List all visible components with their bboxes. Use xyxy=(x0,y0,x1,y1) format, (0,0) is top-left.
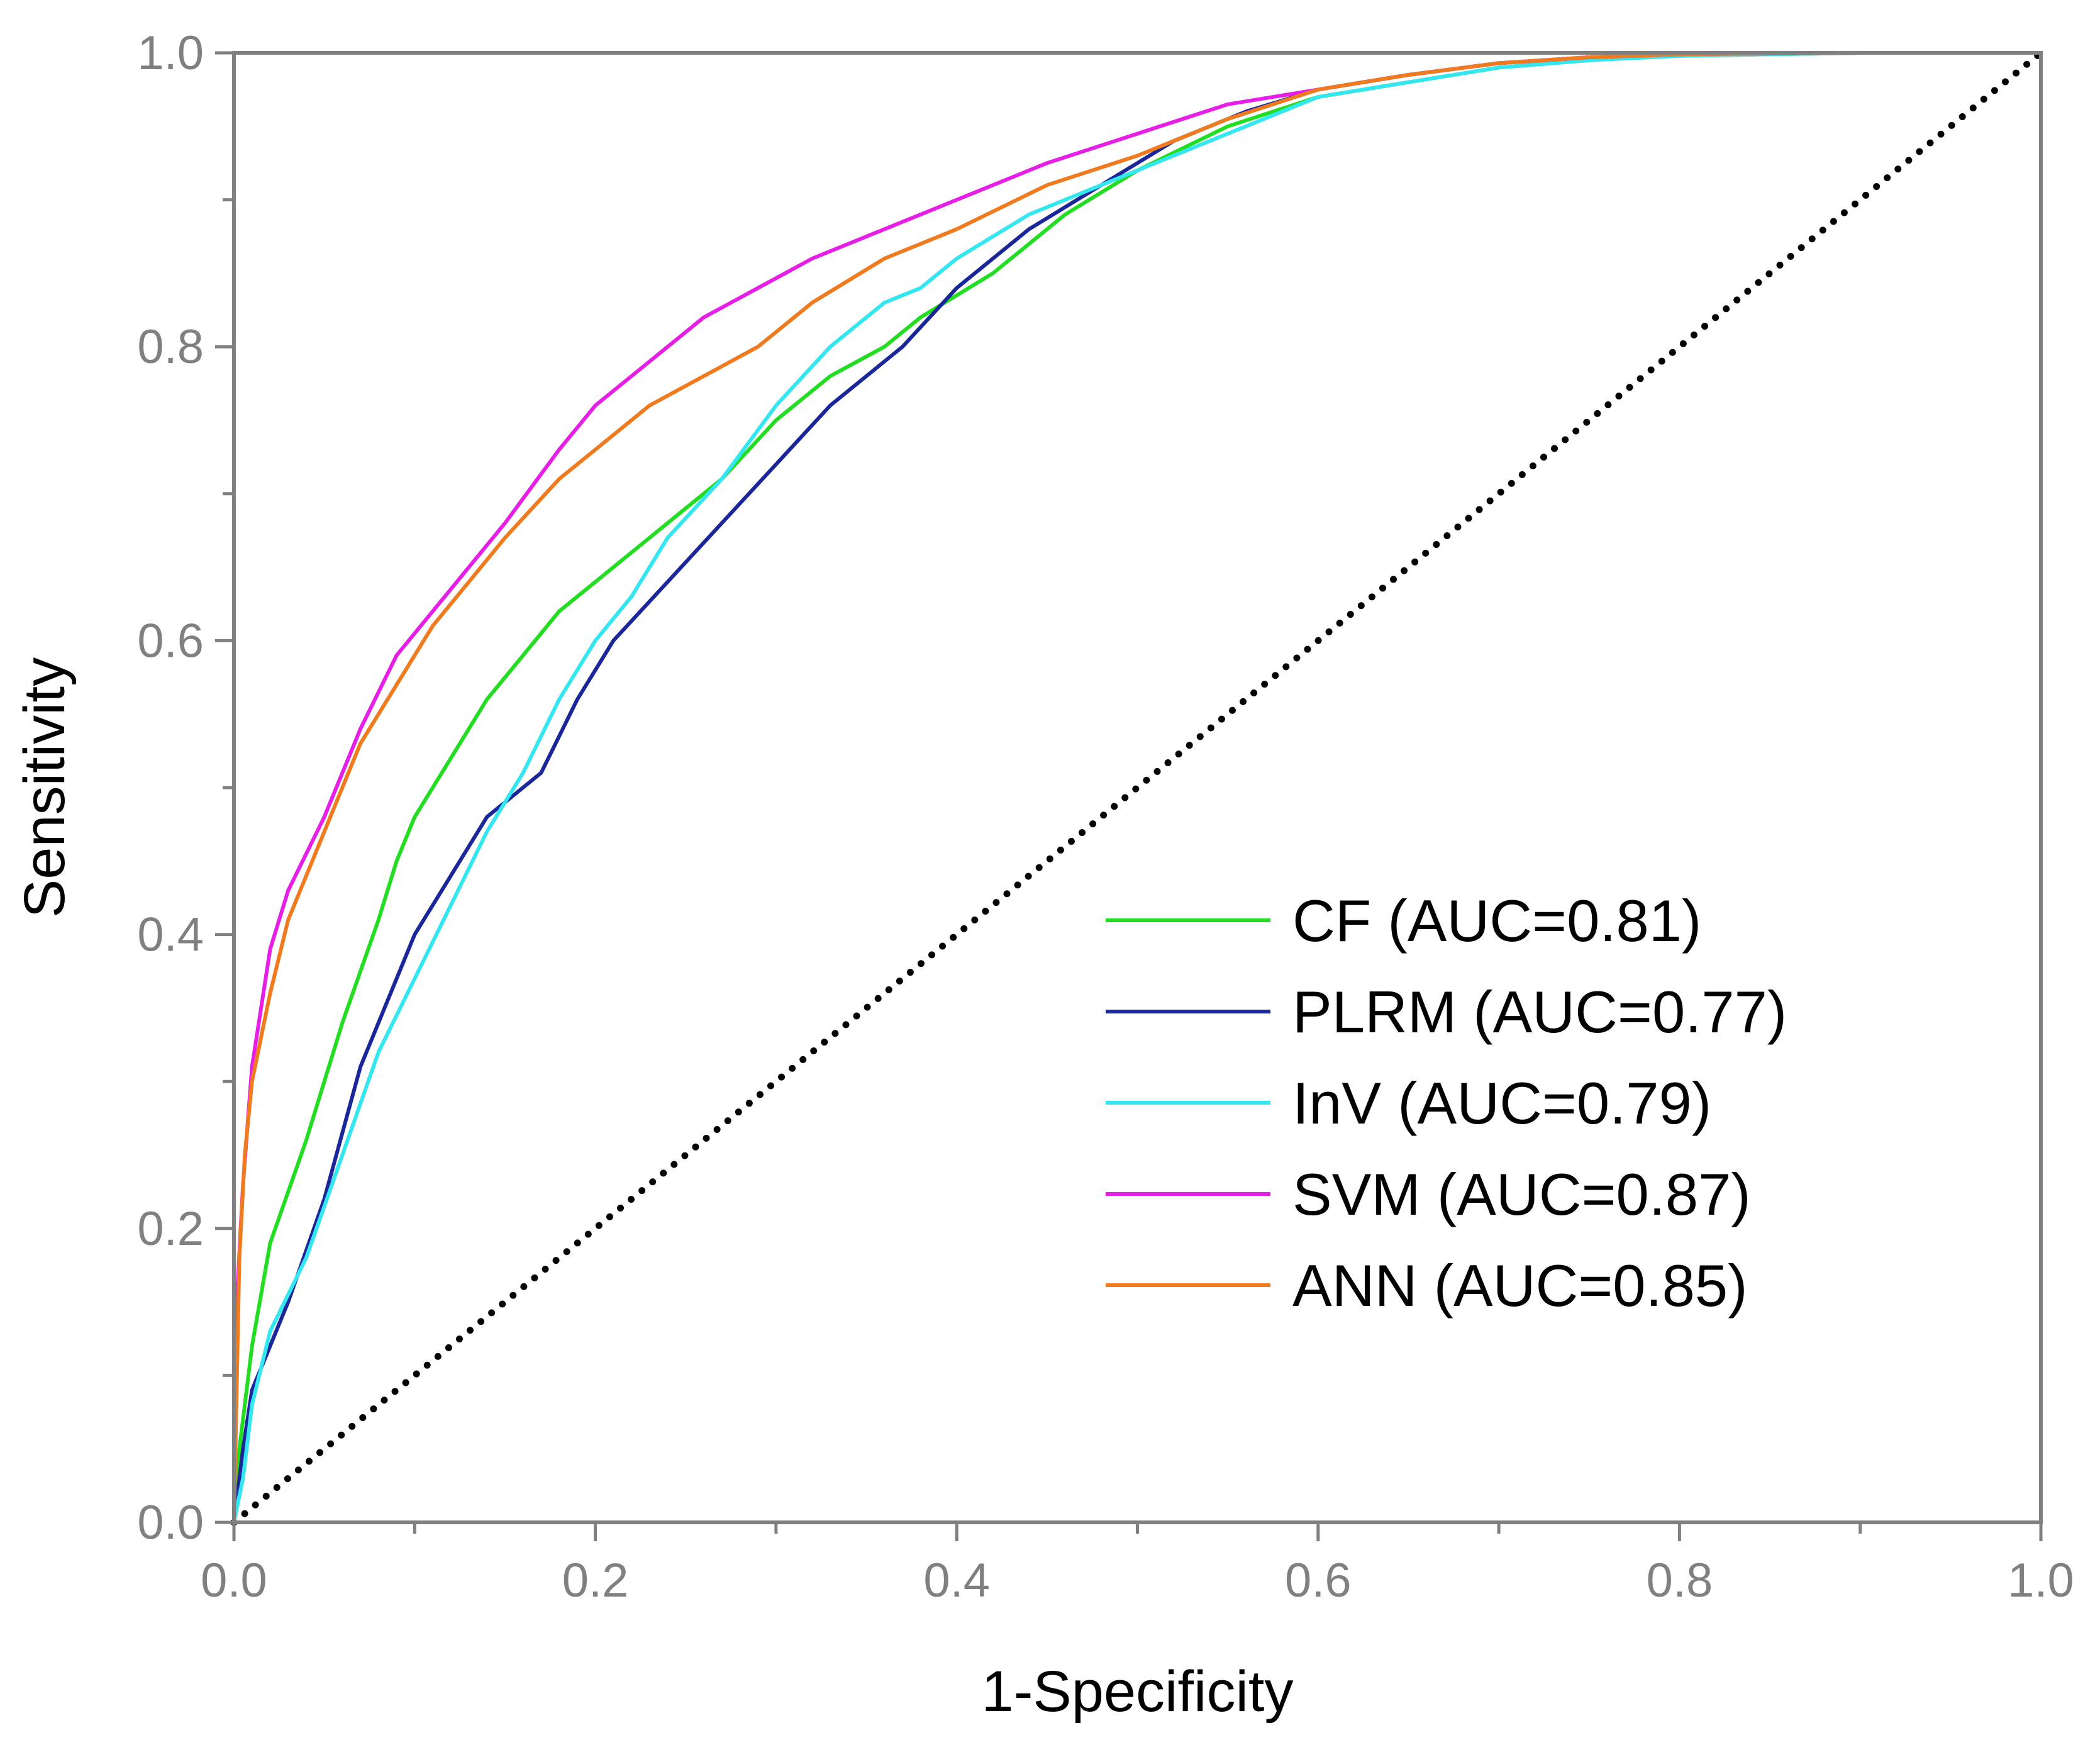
x-tick-label: 0.8 xyxy=(1647,1554,1713,1607)
x-tick-label: 0.6 xyxy=(1285,1554,1352,1607)
y-tick-label: 0.8 xyxy=(137,320,204,374)
axes: 0.0 0.2 0.4 0.6 0.8 1.0 0.0 0.2 0.4 0.6 0.8 1.0 xyxy=(137,26,2074,1607)
legend-label: ANN (AUC=0.85) xyxy=(1292,1252,1748,1319)
legend-label: InV (AUC=0.79) xyxy=(1292,1070,1711,1136)
series-line-ann xyxy=(232,51,2043,1524)
plot-area xyxy=(230,49,2045,1526)
y-tick-label: 0.4 xyxy=(137,908,204,962)
y-tick-label: 0.6 xyxy=(137,614,204,667)
x-tick-label: 0.4 xyxy=(923,1554,990,1607)
legend: CF (AUC=0.81) PLRM (AUC=0.77) InV (AUC=0.7… xyxy=(1106,888,1787,1319)
x-tick-label: 0.0 xyxy=(201,1554,267,1607)
legend-label: CF (AUC=0.81) xyxy=(1292,888,1701,954)
legend-label: SVM (AUC=0.87) xyxy=(1292,1161,1751,1227)
x-tick-label: 1.0 xyxy=(2008,1554,2074,1607)
reference-diagonal-line xyxy=(230,49,2045,1526)
x-tick-label: 0.2 xyxy=(562,1554,629,1607)
series-line-inv xyxy=(232,51,2043,1524)
legend-label: PLRM (AUC=0.77) xyxy=(1292,979,1787,1045)
y-tick-label: 0.0 xyxy=(137,1496,204,1549)
x-axis-title: 1-Specificity xyxy=(982,1659,1294,1724)
y-axis-title: Sensitivity xyxy=(13,657,77,918)
y-tick-label: 1.0 xyxy=(137,26,204,80)
y-tick-label: 0.2 xyxy=(137,1202,204,1256)
